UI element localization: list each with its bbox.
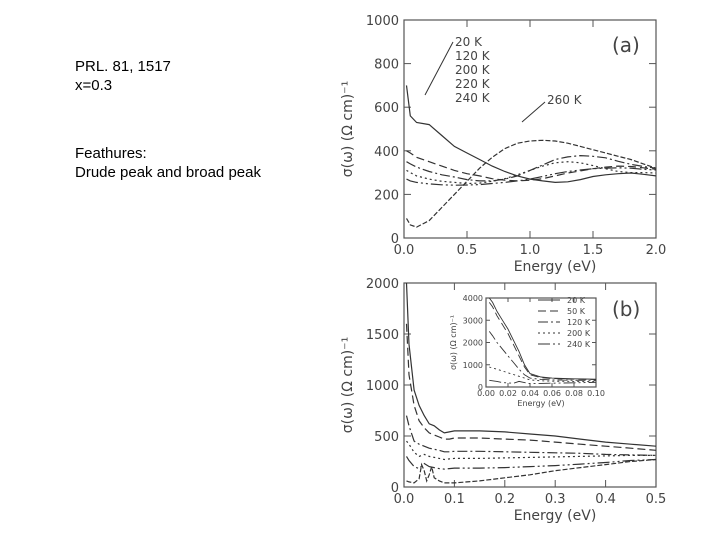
series-line-s3: [405, 415, 656, 456]
series-line-s1: [405, 283, 656, 447]
y-axis-label: σ(ω) (Ω cm)⁻¹: [449, 315, 458, 370]
y-tick-label: 2000: [366, 277, 399, 292]
legend-entry: 20 K: [567, 296, 586, 305]
y-tick-label: 0: [391, 232, 399, 247]
note-features-heading: Feathures:: [75, 145, 147, 162]
y-tick-label: 500: [374, 430, 399, 445]
x-tick-label: 0.1: [444, 492, 465, 507]
series-line-s6: [406, 458, 656, 484]
series-line-s4: [406, 440, 656, 461]
x-tick-label: 2.0: [646, 243, 667, 258]
note-reference: PRL. 81, 1517: [75, 58, 171, 75]
x-tick-label: 0.04: [521, 389, 539, 398]
x-tick-label: 0.5: [646, 492, 667, 507]
y-tick-label: 800: [374, 58, 399, 73]
x-tick-label: 0.02: [499, 389, 517, 398]
y-tick-label: 4000: [463, 294, 483, 303]
panel-label: (a): [612, 33, 640, 57]
legend-entry: 240 K: [567, 340, 591, 349]
series-line-240-k: [489, 379, 596, 385]
chart-a: 0.0 0.5 1.0 1.5 2.0 0 200 400 600 800 1000 Energy (…: [340, 14, 666, 275]
annotation-arrow: [521, 101, 546, 123]
x-tick-label: 0.08: [565, 389, 583, 398]
y-tick-label: 0: [391, 481, 399, 496]
x-tick-label: 0.10: [587, 389, 605, 398]
x-tick-label: 0.5: [457, 243, 478, 258]
y-tick-label: 1000: [463, 361, 483, 370]
series-line-s2: [405, 323, 656, 451]
plot-frame: [485, 297, 597, 388]
x-tick-label: 0.0: [394, 492, 415, 507]
legend-entry: 200 K: [567, 329, 591, 338]
legend-entry: 120 K: [567, 318, 591, 327]
x-axis-label: Energy (eV): [514, 259, 597, 275]
legend-entry: 240 K: [455, 91, 491, 105]
panel-label: (b): [612, 297, 640, 321]
legend-pointer: [424, 41, 454, 96]
y-axis-label: σ(ω) (Ω cm)⁻¹: [340, 337, 356, 433]
x-tick-label: 0.4: [595, 492, 616, 507]
series-line-260-k: [405, 139, 656, 228]
legend-entry: 200 K: [455, 63, 491, 77]
y-tick-label: 200: [374, 188, 399, 203]
series-line-240-k: [406, 167, 656, 186]
y-tick-label: 1000: [366, 14, 399, 29]
x-tick-label: 0.06: [543, 389, 561, 398]
chart-b-inset: 0.00 0.02 0.04 0.06 0.08 0.10 0 1000 2000 3000 400…: [449, 294, 605, 408]
x-tick-label: 0.0: [394, 243, 415, 258]
plot-frame: [403, 19, 657, 239]
x-tick-label: 1.5: [583, 243, 604, 258]
y-tick-label: 3000: [463, 316, 483, 325]
y-tick-label: 400: [374, 145, 399, 160]
legend-entry: 20 K: [455, 35, 483, 49]
x-tick-label: 0.3: [545, 492, 566, 507]
x-tick-label: 1.0: [520, 243, 541, 258]
legend-entry: 220 K: [455, 77, 491, 91]
x-tick-label: 0.00: [477, 389, 495, 398]
y-tick-label: 0: [478, 383, 483, 392]
series-line-s5: [405, 456, 656, 470]
y-tick-label: 1000: [366, 379, 399, 394]
y-axis-label: σ(ω) (Ω cm)⁻¹: [340, 81, 356, 177]
annotation-label: 260 K: [547, 93, 583, 107]
y-tick-label: 1500: [366, 328, 399, 343]
series-line-120-k: [406, 150, 656, 182]
series-line-220-k: [406, 161, 656, 185]
legend-entry: 120 K: [455, 49, 491, 63]
series-line-20-k: [405, 85, 656, 184]
x-axis-label: Energy (eV): [514, 508, 597, 524]
series-line-200-k: [489, 366, 596, 382]
series-line-50-k: [488, 302, 596, 380]
note-composition: x=0.3: [75, 77, 113, 94]
x-axis-label: Energy (eV): [517, 399, 564, 408]
y-tick-label: 600: [374, 101, 399, 116]
note-features-text: Drude peak and broad peak: [75, 164, 261, 181]
legend-entry: 50 K: [567, 307, 586, 316]
y-tick-label: 2000: [463, 339, 483, 348]
x-tick-label: 0.2: [494, 492, 515, 507]
series-line-120-k: [488, 331, 596, 381]
